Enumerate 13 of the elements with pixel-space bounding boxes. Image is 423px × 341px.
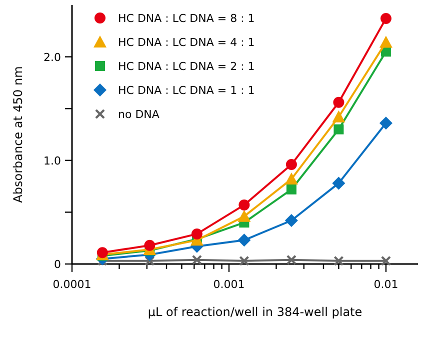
legend-label: HC DNA : LC DNA = 8 : 1 [118, 12, 255, 25]
y-axis-title: Absorbance at 450 nm [11, 66, 25, 203]
y-tick-label: 0 [54, 258, 61, 271]
legend-label: no DNA [118, 108, 160, 121]
y-tick-label: 1.0 [44, 154, 61, 168]
legend-label: HC DNA : LC DNA = 4 : 1 [118, 36, 255, 49]
x-tick-label: 0.0001 [52, 278, 92, 291]
legend-label: HC DNA : LC DNA = 1 : 1 [118, 84, 255, 97]
legend-label: HC DNA : LC DNA = 2 : 1 [118, 60, 255, 73]
x-axis-title: µL of reaction/well in 384-well plate [148, 305, 362, 319]
x-tick-label: 0.001 [213, 278, 245, 291]
x-tick-label: 0.01 [374, 278, 398, 291]
y-tick-label: 2.0 [44, 50, 61, 64]
